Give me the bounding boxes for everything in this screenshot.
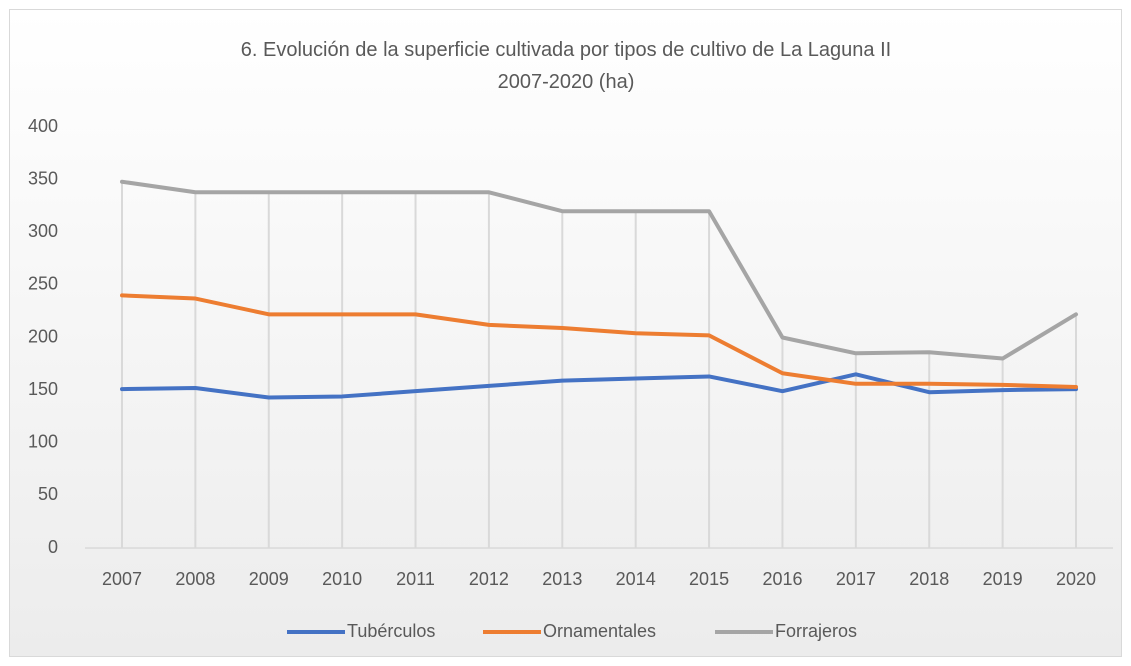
legend-label: Forrajeros (775, 621, 857, 641)
y-tick-label: 300 (28, 221, 58, 241)
x-tick-label: 2014 (616, 569, 656, 589)
series-line (120, 179, 1078, 361)
x-tick-label: 2010 (322, 569, 362, 589)
chart-border (9, 9, 1122, 657)
x-tick-label: 2018 (909, 569, 949, 589)
chart-title: 6. Evolución de la superficie cultivada … (240, 39, 892, 93)
x-tick-label: 2013 (542, 569, 582, 589)
legend-label: Ornamentales (543, 621, 656, 641)
y-tick-label: 150 (28, 379, 58, 399)
x-tick-label: 2020 (1056, 569, 1096, 589)
x-tick-label: 2008 (175, 569, 215, 589)
y-tick-label: 0 (48, 537, 58, 557)
x-tick-label: 2011 (396, 569, 435, 589)
legend-label: Tubérculos (347, 621, 435, 641)
series-line (120, 372, 1078, 400)
y-tick-label: 350 (28, 168, 58, 188)
x-tick-label: 2017 (836, 569, 876, 589)
x-tick-label: 2007 (102, 569, 142, 589)
x-tick-label: 2015 (689, 569, 729, 589)
x-tick-label: 2016 (762, 569, 802, 589)
series-line (120, 293, 1078, 389)
y-tick-label: 400 (28, 116, 58, 136)
y-tick-label: 250 (28, 274, 58, 294)
x-tick-label: 2019 (983, 569, 1023, 589)
x-tick-label: 2009 (249, 569, 289, 589)
y-tick-label: 50 (38, 484, 58, 504)
y-tick-label: 100 (28, 432, 58, 452)
y-tick-label: 200 (28, 326, 58, 346)
x-tick-label: 2012 (469, 569, 509, 589)
